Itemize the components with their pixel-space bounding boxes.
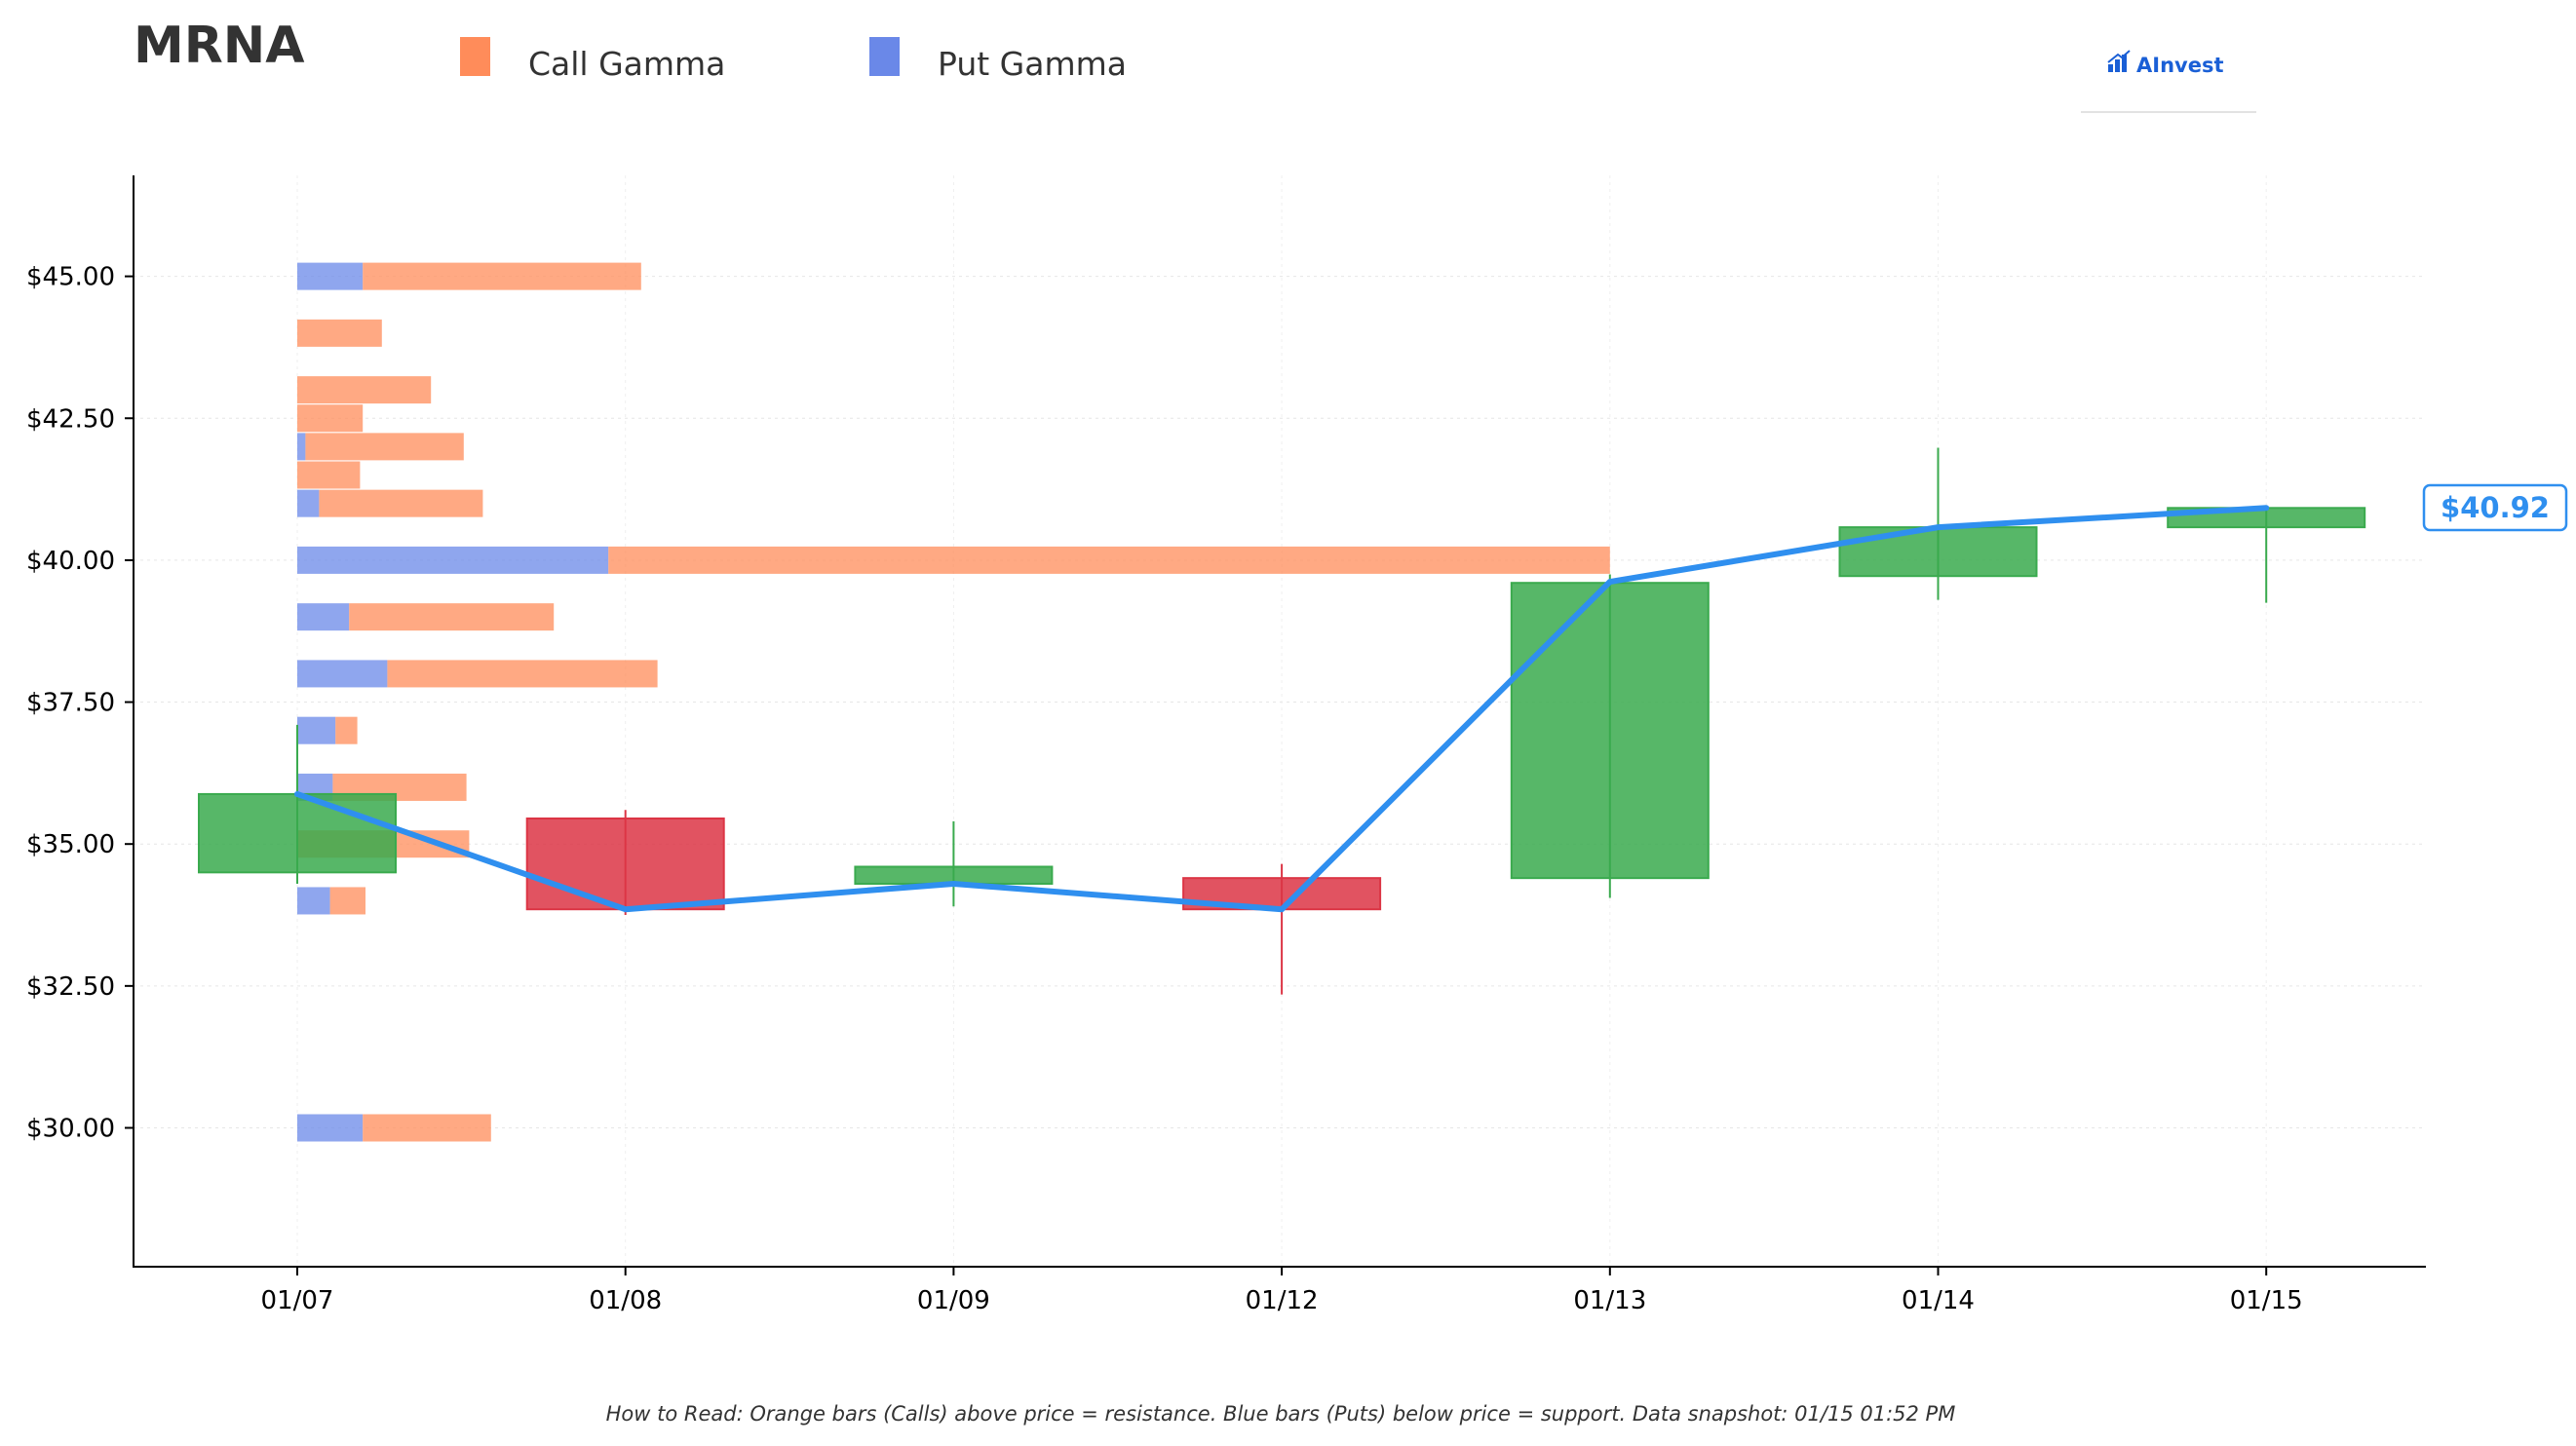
call-gamma-bar [363,262,641,290]
call-gamma-bar [297,461,361,489]
y-ticks: $30.00 $32.50 $35.00 $37.50 $40.00 $42.50 $45.… [26,263,134,1144]
call-gamma-bar [305,433,464,461]
y-tick-label: $37.50 [26,689,115,718]
put-gamma-bar [297,716,336,744]
call-gamma-bar [297,319,382,347]
legend-put-swatch [869,37,900,76]
put-gamma-bar [297,489,320,517]
call-gamma-bar [329,887,365,915]
call-gamma-bar [297,404,364,433]
legend-call-swatch [460,37,490,76]
put-gamma-bar [297,603,350,631]
price-line [294,505,2270,913]
put-gamma-bar [297,887,330,915]
put-gamma-bar [297,546,609,574]
y-tick-label: $40.00 [26,547,115,576]
call-gamma-bar [319,489,483,517]
y-tick-label: $32.50 [26,972,115,1002]
y-tick-label: $42.50 [26,404,115,434]
candle-body [1510,582,1710,880]
y-tick-label: $45.00 [26,263,115,292]
call-gamma-bar [387,660,658,688]
brand-name: AInvest [2136,54,2224,77]
x-tick-label: 01/12 [1246,1286,1319,1315]
call-gamma-bar [349,603,555,631]
x-tick-label: 01/08 [589,1286,662,1315]
candle-body [525,817,725,911]
current-price-label: $40.92 [2441,491,2550,524]
current-price-box [2422,483,2568,532]
call-gamma-bar [608,546,1610,574]
x-tick-label: 01/13 [1573,1286,1646,1315]
x-ticks: 01/07 01/08 01/09 01/12 01/13 01/14 01/15 [261,1267,2303,1315]
call-gamma-bar [363,1114,491,1142]
candles [198,447,2366,995]
x-tick-label: 01/09 [917,1286,990,1315]
bar-chart-logo-icon [2107,50,2131,72]
grid [134,175,2426,1267]
legend-put-label: Put Gamma [938,45,1127,83]
ticker-symbol: MRNA [134,17,305,75]
gamma-bars [297,262,1610,1142]
price-line-group [294,505,2270,913]
axes [133,175,2426,1268]
put-gamma-bar [297,262,364,290]
current-price-callout: $40.92 [2422,483,2568,532]
call-gamma-bar [335,716,358,744]
candle-body [1838,526,2038,578]
put-gamma-bar [297,660,388,688]
candle-body [198,792,397,874]
put-gamma-bar [297,433,306,461]
y-tick-label: $35.00 [26,830,115,859]
y-tick-label: $30.00 [26,1115,115,1144]
call-gamma-bar [297,376,432,404]
put-gamma-bar [297,1114,364,1142]
x-tick-label: 01/15 [2230,1286,2303,1315]
x-tick-label: 01/07 [261,1286,334,1315]
how-to-read-footnote: How to Read: Orange bars (Calls) above p… [606,1402,1956,1426]
x-tick-label: 01/14 [1902,1286,1975,1315]
legend: Call Gamma Put Gamma [460,37,1127,83]
brand-logo: AInvest [2081,50,2256,113]
legend-call-label: Call Gamma [528,45,725,83]
